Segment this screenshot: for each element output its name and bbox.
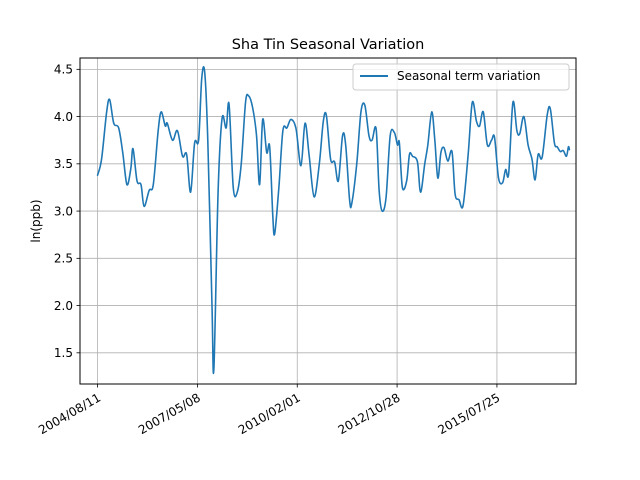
y-tick-label: 2.0 (54, 299, 73, 313)
plot-area: 1.52.02.53.03.54.04.5 2004/08/11 2007/05/… (36, 57, 577, 437)
x-gridlines (97, 58, 498, 384)
legend-label: Seasonal term variation (397, 69, 540, 83)
y-tick-label: 3.5 (54, 157, 73, 171)
series-line (96, 65, 571, 375)
plot-frame (79, 57, 577, 385)
y-axis-label: ln(ppb) (29, 199, 43, 242)
y-axis-ticks: 1.5 2.0 2.5 3.0 3.5 4.0 4.5 (54, 63, 80, 360)
y-tick-label: 3.0 (54, 204, 73, 218)
legend: Seasonal term variation (352, 63, 570, 91)
y-tick-label: 4.5 (54, 63, 73, 77)
y-tick-label: 2.5 (54, 252, 73, 266)
legend-box (352, 63, 570, 91)
y-tick-label: 4.0 (54, 110, 73, 124)
series-layer (96, 65, 571, 375)
chart-title: Sha Tin Seasonal Variation (232, 37, 425, 53)
plot-background (80, 58, 576, 384)
y-tick-label: 1.5 (54, 346, 73, 360)
